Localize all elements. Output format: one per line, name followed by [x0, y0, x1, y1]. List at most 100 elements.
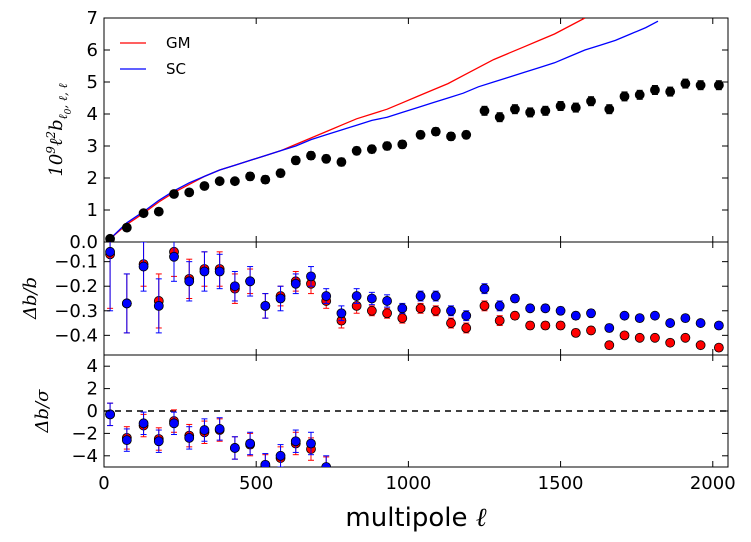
data-point-sc: [430, 291, 441, 301]
top-y-axis-label: 109ℓ2bℓ0, ℓ, ℓ: [44, 83, 74, 176]
data-point-sc: [138, 418, 149, 429]
y-tick-label: −0.2: [54, 276, 98, 297]
data-point-sc: [540, 303, 551, 314]
data-point-measured: [366, 144, 377, 155]
data-point-sc: [121, 435, 132, 446]
data-point-sc: [634, 313, 645, 324]
data-point-measured: [382, 141, 392, 151]
data-point-sc: [525, 303, 536, 314]
data-point-sc: [121, 298, 132, 309]
data-point-sc: [260, 459, 271, 467]
data-point-measured: [138, 208, 149, 219]
data-point-sc: [290, 436, 301, 447]
svg-text:109ℓ2bℓ0, ℓ, ℓ: 109ℓ2bℓ0, ℓ, ℓ: [44, 83, 74, 176]
data-point-measured: [275, 168, 286, 179]
data-point-sc: [415, 291, 426, 301]
data-point-gm: [430, 305, 441, 316]
data-point-gm: [479, 300, 490, 311]
data-point-gm: [461, 323, 472, 333]
data-point-sc: [604, 323, 615, 333]
data-point-sc: [321, 462, 332, 467]
data-point-gm: [366, 305, 377, 316]
data-point-measured: [336, 157, 347, 167]
data-point-gm: [604, 340, 615, 351]
data-point-measured: [397, 139, 408, 150]
data-point-gm: [494, 315, 505, 326]
y-tick-label: 0.0: [69, 232, 98, 253]
data-point-sc: [382, 296, 392, 306]
data-point-measured: [121, 222, 132, 233]
data-point-measured: [713, 80, 724, 91]
data-point-measured: [461, 129, 472, 140]
data-point-gm: [415, 303, 426, 314]
data-point-sc: [138, 261, 149, 272]
x-tick-label: 500: [239, 473, 273, 494]
data-point-sc: [153, 436, 164, 447]
data-point-sc: [713, 320, 724, 331]
data-point-sc: [570, 310, 581, 321]
data-point-measured: [245, 171, 256, 182]
x-tick-label: 2000: [690, 473, 736, 494]
top-panel: 0.0 1 2 3 4 5 6 7 GM SC 109ℓ2bℓ0, ℓ, ℓ: [44, 8, 729, 253]
y-tick-label: 2: [87, 168, 98, 189]
data-point-gm: [695, 340, 706, 351]
data-point-sc: [105, 246, 115, 257]
data-point-gm: [713, 342, 724, 353]
y-tick-label: −0.1: [54, 252, 98, 273]
data-point-measured: [105, 233, 115, 242]
legend: GM SC: [120, 34, 191, 78]
data-point-sc: [214, 424, 225, 434]
data-point-gm: [397, 313, 408, 324]
data-point-sc: [229, 443, 240, 453]
data-point-sc: [184, 432, 195, 443]
data-point-measured: [586, 96, 596, 107]
data-point-sc: [214, 266, 225, 277]
data-point-measured: [665, 86, 676, 97]
data-point-measured: [290, 155, 301, 166]
data-point-sc: [184, 276, 195, 287]
middle-plot-frame: [103, 241, 729, 356]
data-point-measured: [214, 176, 225, 187]
data-point-measured: [184, 187, 195, 198]
data-point-measured: [650, 85, 660, 95]
data-point-sc: [229, 281, 240, 292]
svg-text:Δb/b: Δb/b: [20, 277, 41, 320]
data-point-sc: [586, 308, 596, 319]
data-point-sc: [275, 293, 286, 304]
top-plot-frame: [103, 17, 729, 243]
y-tick-label: −4: [71, 446, 98, 467]
data-point-measured: [604, 104, 615, 115]
data-point-measured: [695, 80, 706, 91]
bottom-panel: 420−2−40 500 1000 1500 2000 Δb/σ multipole ℓ: [32, 354, 736, 533]
data-point-sc: [446, 305, 456, 316]
data-point-sc: [321, 291, 332, 301]
data-point-measured: [321, 153, 332, 164]
data-point-sc: [555, 305, 566, 316]
y-tick-label: 4: [87, 356, 98, 377]
y-tick-label: 6: [87, 40, 98, 61]
x-tick-label: 1000: [385, 473, 431, 494]
data-point-measured: [153, 206, 164, 217]
y-tick-label: 7: [87, 8, 98, 29]
middle-panel: −0.1 −0.2 −0.3 −0.4 Δb/b: [20, 241, 729, 356]
data-point-sc: [680, 313, 691, 324]
data-point-sc: [510, 293, 520, 304]
data-point-measured: [229, 176, 240, 187]
y-tick-label: −0.4: [54, 325, 98, 346]
data-point-measured: [415, 129, 426, 140]
data-point-sc: [199, 266, 210, 277]
data-point-sc: [306, 438, 316, 449]
data-point-gm: [555, 320, 566, 331]
bottom-y-axis-label: Δb/σ: [32, 389, 53, 434]
y-tick-label: 1: [87, 200, 98, 221]
data-point-sc: [366, 293, 377, 304]
data-point-sc: [260, 300, 271, 311]
middle-y-axis-label: Δb/b: [20, 277, 41, 320]
data-point-gm: [586, 325, 596, 336]
data-point-measured: [169, 189, 179, 199]
y-tick-label: 5: [87, 72, 98, 93]
data-point-gm: [665, 337, 676, 348]
y-tick-label: 2: [87, 379, 98, 400]
data-point-gm: [525, 320, 536, 331]
